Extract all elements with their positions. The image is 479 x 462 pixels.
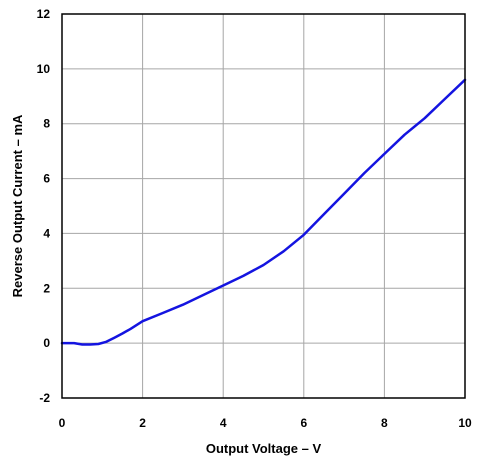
grid	[61, 13, 466, 399]
x-tick-label: 10	[458, 416, 472, 430]
x-tick-labels: 0 2 4 6 8 10	[59, 416, 472, 430]
x-tick-label: 0	[59, 416, 66, 430]
y-tick-label: -2	[39, 391, 50, 405]
y-tick-label: 0	[43, 336, 50, 350]
y-axis-title: Reverse Output Current – mA	[10, 114, 25, 297]
y-tick-label: 8	[43, 117, 50, 131]
x-axis-title: Output Voltage – V	[206, 441, 322, 456]
y-tick-label: 10	[37, 62, 51, 76]
y-tick-labels: -2 0 2 4 6 8 10 12	[37, 7, 51, 405]
x-tick-label: 2	[139, 416, 146, 430]
series-layer	[60, 78, 467, 346]
y-tick-label: 6	[43, 172, 50, 186]
y-tick-label: 12	[37, 7, 51, 21]
x-tick-label: 4	[220, 416, 227, 430]
x-tick-label: 6	[300, 416, 307, 430]
x-tick-label: 8	[381, 416, 388, 430]
series-line-0	[60, 78, 467, 346]
y-tick-label: 2	[43, 281, 50, 295]
plot-frame	[61, 13, 466, 399]
y-tick-label: 4	[43, 226, 50, 240]
